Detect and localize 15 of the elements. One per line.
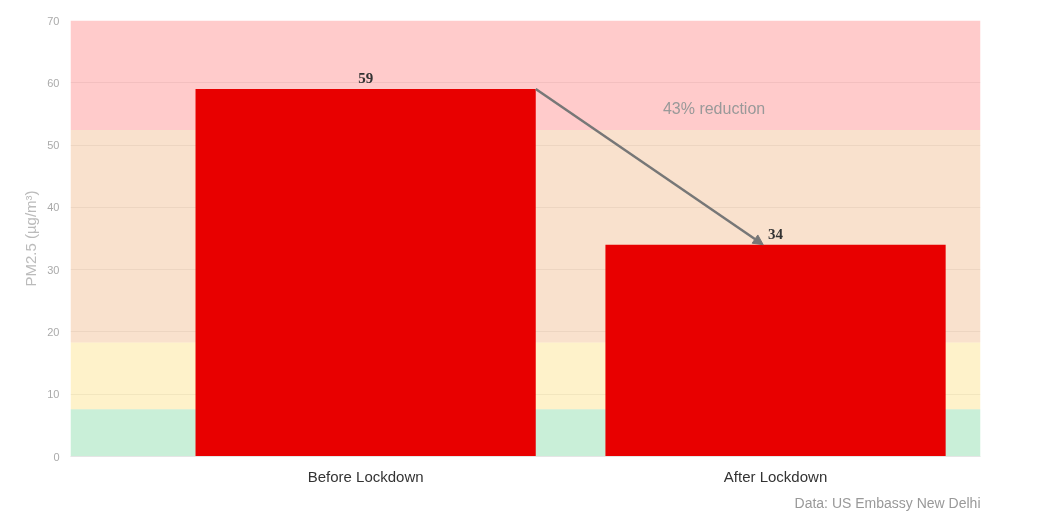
y-tick-label: 40 — [47, 201, 60, 214]
y-tick-label: 70 — [47, 14, 60, 27]
y-axis-title: PM2.5 (µg/m³) — [22, 190, 40, 287]
y-tick-label: 20 — [47, 325, 60, 338]
x-tick-label: After Lockdown — [723, 467, 828, 485]
text: Data: US Embassy New Delhi — [794, 494, 981, 511]
y-tick-label: 10 — [47, 388, 60, 401]
annotation: 43% reduction — [662, 100, 766, 118]
y-tick-label: 0 — [53, 450, 60, 463]
x-tick-label: Before Lockdown — [307, 467, 424, 485]
y-tick-label: 30 — [47, 263, 60, 276]
data-label: 34 — [768, 225, 784, 242]
y-tick-label: 60 — [47, 76, 60, 89]
y-tick-label: 50 — [47, 139, 60, 152]
data-label: 59 — [358, 70, 374, 87]
